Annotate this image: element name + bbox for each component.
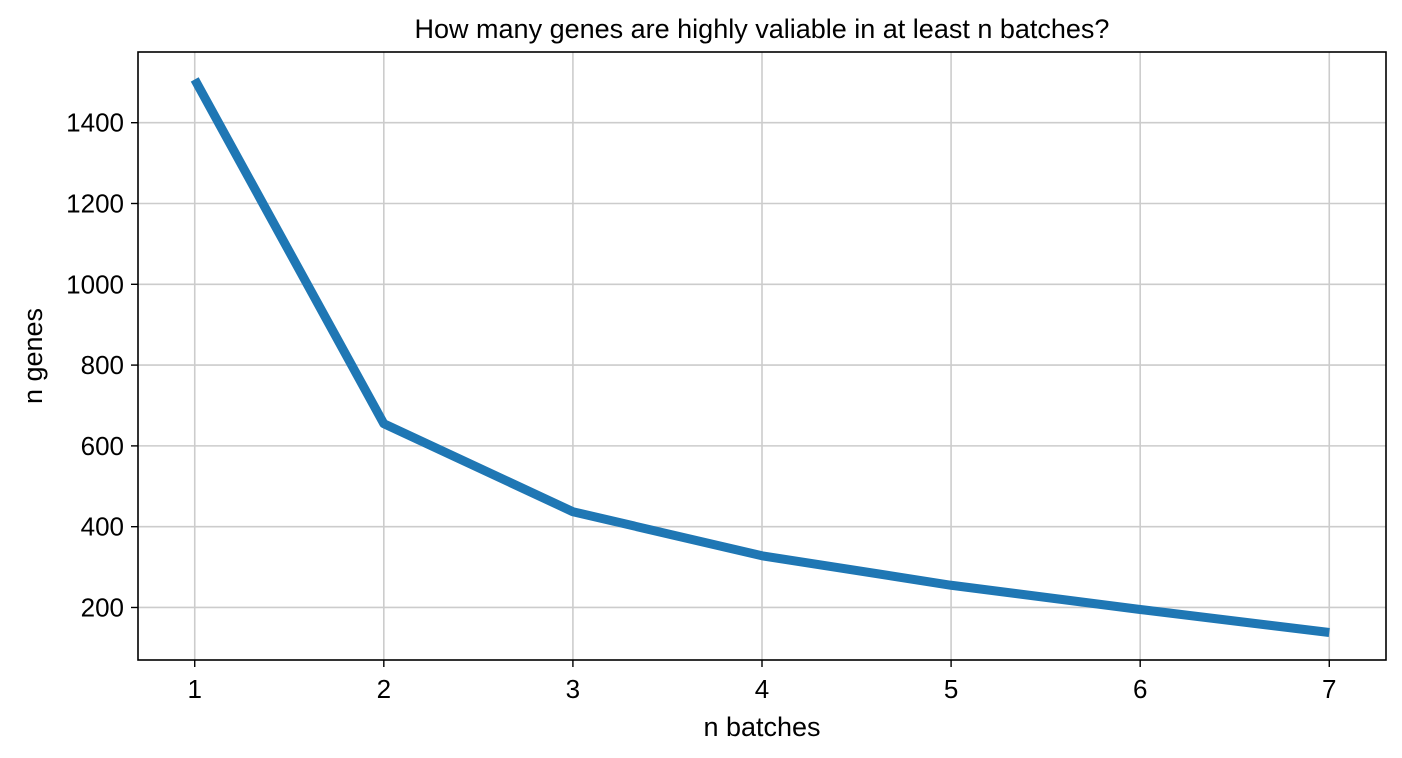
x-tick-label: 3 [566,674,580,704]
y-tick-label: 1400 [66,108,124,138]
y-tick-label: 600 [81,431,124,461]
series-line [190,77,1330,637]
grid [138,52,1386,660]
x-tick-label: 1 [187,674,201,704]
x-axis-label: n batches [703,712,820,742]
y-tick-label: 1200 [66,188,124,218]
x-tick-label: 7 [1322,674,1336,704]
x-tick-label: 5 [944,674,958,704]
chart-title: How many genes are highly valiable in at… [415,14,1110,44]
y-tick-label: 400 [81,512,124,542]
x-tick-label: 6 [1133,674,1147,704]
x-tick-label: 4 [755,674,769,704]
y-tick-label: 800 [81,350,124,380]
y-axis-label: n genes [18,308,48,404]
y-tick-label: 200 [81,592,124,622]
series-layer [190,77,1330,637]
ticks: 1 2 3 4 5 6 7 200 400 600 800 1000 1200 1400 [66,108,1336,704]
x-tick-label: 2 [377,674,391,704]
y-tick-label: 1000 [66,269,124,299]
